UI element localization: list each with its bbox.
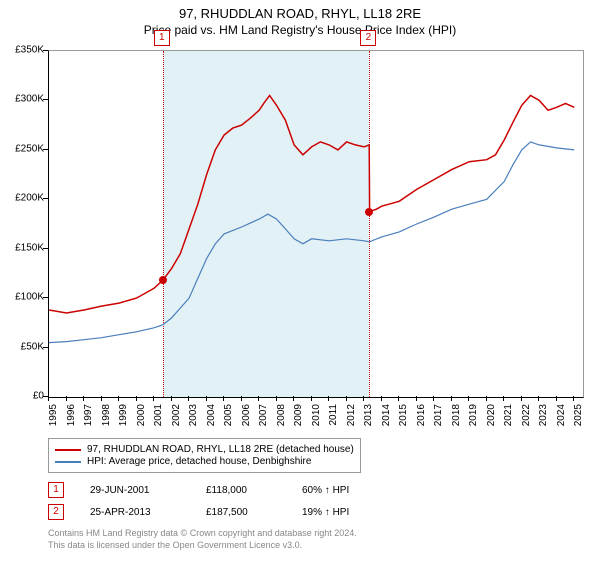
transaction-row: 1 29-JUN-2001 £118,000 60% ↑ HPI [48,482,349,498]
chart-title: 97, RHUDDLAN ROAD, RHYL, LL18 2RE [0,6,600,21]
x-tick-label: 1995 [48,404,59,434]
x-tick-label: 2002 [171,404,182,434]
sale-point [365,208,373,216]
legend-label: HPI: Average price, detached house, Denb… [87,456,311,467]
x-tick-label: 2012 [346,404,357,434]
attribution: Contains HM Land Registry data © Crown c… [48,528,357,551]
y-tick-label: £0 [4,391,44,402]
legend-item: HPI: Average price, detached house, Denb… [55,456,354,467]
line-svg [49,51,583,397]
transaction-price: £118,000 [206,485,276,496]
transaction-row: 2 25-APR-2013 £187,500 19% ↑ HPI [48,504,349,520]
attribution-line1: Contains HM Land Registry data © Crown c… [48,528,357,540]
y-tick-label: £50K [4,341,44,352]
event-marker: 1 [154,30,170,46]
x-tick-label: 2023 [538,404,549,434]
x-tick-label: 2025 [573,404,584,434]
x-tick-label: 2006 [241,404,252,434]
transaction-date: 25-APR-2013 [90,507,180,518]
transaction-date: 29-JUN-2001 [90,485,180,496]
transaction-marker: 2 [48,504,64,520]
x-tick-label: 2010 [311,404,322,434]
sale-point [159,276,167,284]
x-tick-label: 2000 [136,404,147,434]
x-tick-label: 2022 [521,404,532,434]
x-tick-label: 2013 [363,404,374,434]
x-tick-label: 2021 [503,404,514,434]
transactions-table: 1 29-JUN-2001 £118,000 60% ↑ HPI 2 25-APR-201… [48,482,349,526]
series-line [49,96,574,314]
x-tick-label: 2018 [451,404,462,434]
x-tick-label: 2005 [223,404,234,434]
transaction-marker: 1 [48,482,64,498]
x-tick-label: 2016 [416,404,427,434]
x-tick-label: 1996 [66,404,77,434]
x-tick-label: 1997 [83,404,94,434]
legend: 97, RHUDDLAN ROAD, RHYL, LL18 2RE (detac… [48,438,361,473]
event-marker: 2 [360,30,376,46]
x-tick-label: 2017 [433,404,444,434]
attribution-line2: This data is licensed under the Open Gov… [48,540,357,552]
x-tick-label: 2015 [398,404,409,434]
legend-label: 97, RHUDDLAN ROAD, RHYL, LL18 2RE (detac… [87,444,354,455]
x-tick-label: 2001 [153,404,164,434]
y-tick-label: £100K [4,292,44,303]
legend-item: 97, RHUDDLAN ROAD, RHYL, LL18 2RE (detac… [55,444,354,455]
x-tick-label: 1998 [101,404,112,434]
x-tick-label: 2024 [556,404,567,434]
x-tick-label: 2014 [381,404,392,434]
chart-subtitle: Price paid vs. HM Land Registry's House … [0,23,600,37]
y-tick-label: £250K [4,143,44,154]
series-line [49,142,574,343]
x-tick-label: 1999 [118,404,129,434]
x-tick-label: 2011 [328,404,339,434]
transaction-price: £187,500 [206,507,276,518]
x-tick-label: 2004 [206,404,217,434]
x-tick-label: 2009 [293,404,304,434]
transaction-delta: 19% ↑ HPI [302,507,349,518]
x-tick-label: 2019 [468,404,479,434]
legend-swatch [55,449,81,451]
legend-swatch [55,461,81,463]
y-tick-label: £200K [4,193,44,204]
y-tick-label: £150K [4,242,44,253]
x-tick-label: 2003 [188,404,199,434]
y-tick-label: £300K [4,94,44,105]
y-tick-label: £350K [4,45,44,56]
plot-area [48,50,584,398]
x-tick-label: 2007 [258,404,269,434]
chart-container: 97, RHUDDLAN ROAD, RHYL, LL18 2RE Price … [0,6,600,566]
x-tick-label: 2008 [276,404,287,434]
x-tick-label: 2020 [486,404,497,434]
transaction-delta: 60% ↑ HPI [302,485,349,496]
